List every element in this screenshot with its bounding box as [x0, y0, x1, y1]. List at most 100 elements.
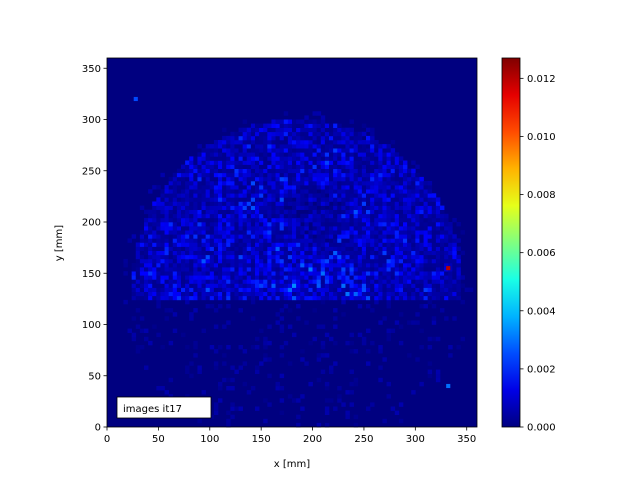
heatmap-cell: [292, 254, 297, 260]
heatmap-cell: [287, 222, 293, 227]
heatmap-cell: [242, 381, 248, 387]
heatmap-cell: [316, 271, 322, 276]
heatmap-cell: [333, 181, 338, 186]
heatmap-cell: [329, 176, 334, 182]
heatmap-cell: [156, 263, 161, 268]
heatmap-cell: [382, 418, 387, 424]
heatmap-cell: [222, 291, 227, 297]
heatmap-cell: [411, 234, 416, 239]
heatmap-cell: [386, 287, 391, 292]
heatmap-cell: [267, 185, 272, 190]
heatmap-cell: [156, 213, 161, 219]
heatmap-cell: [267, 201, 272, 206]
heatmap-cell: [296, 197, 301, 202]
heatmap-cell: [176, 279, 182, 284]
heatmap-cell: [275, 271, 280, 276]
heatmap-cell: [419, 201, 424, 206]
heatmap-cell: [205, 295, 211, 301]
heatmap-cell: [435, 271, 441, 276]
heatmap-cell: [189, 205, 194, 210]
heatmap-cell: [189, 287, 194, 292]
heatmap-cell: [333, 250, 338, 256]
heatmap-cell: [403, 275, 408, 280]
heatmap-cell: [366, 226, 371, 231]
heatmap-cell: [292, 209, 297, 215]
heatmap-cell: [164, 189, 169, 194]
heatmap-cell: [300, 189, 305, 194]
heatmap-cell: [185, 345, 190, 350]
heatmap-cell: [279, 201, 285, 206]
heatmap-cell: [304, 238, 309, 243]
heatmap-cell: [259, 287, 264, 292]
heatmap-cell: [185, 291, 190, 297]
heatmap-cell: [341, 267, 346, 272]
heatmap-cell: [255, 168, 260, 174]
heatmap-cell: [222, 295, 227, 301]
heatmap-cell: [296, 267, 301, 272]
heatmap-cell: [218, 140, 223, 145]
heatmap-cell: [246, 250, 252, 256]
heatmap-cell: [370, 217, 375, 223]
heatmap-cell: [316, 181, 322, 186]
heatmap-cell: [275, 242, 280, 247]
heatmap-cell: [308, 127, 313, 133]
heatmap-cell: [201, 197, 206, 202]
heatmap-cell: [337, 258, 342, 264]
heatmap-cell: [304, 205, 309, 210]
heatmap-cell: [320, 275, 326, 280]
heatmap-cell: [378, 189, 383, 194]
heatmap-cell: [283, 172, 289, 178]
heatmap-cell: [181, 172, 186, 178]
heatmap-cell: [312, 123, 317, 128]
heatmap-cell: [435, 209, 441, 215]
heatmap-cell: [197, 209, 202, 215]
heatmap-cell: [370, 131, 375, 137]
heatmap-cell: [370, 250, 375, 256]
heatmap-cell: [320, 152, 326, 157]
heatmap-cell: [329, 127, 334, 133]
heatmap-cell: [222, 201, 227, 206]
heatmap-cell: [324, 160, 330, 165]
heatmap-cell: [382, 164, 387, 169]
heatmap-cell: [292, 164, 297, 169]
heatmap-cell: [316, 422, 322, 428]
heatmap-cell: [320, 193, 326, 198]
heatmap-cell: [353, 181, 359, 186]
heatmap-cell: [230, 287, 235, 292]
heatmap-cell: [460, 336, 465, 342]
heatmap-cell: [440, 295, 445, 301]
heatmap-cell: [386, 168, 391, 174]
heatmap-cell: [279, 160, 285, 165]
heatmap-cell: [172, 295, 178, 301]
y-tick-label: 300: [82, 115, 101, 126]
heatmap-cell: [300, 263, 305, 268]
heatmap-cell: [386, 394, 391, 399]
heatmap-cell: [226, 135, 231, 141]
heatmap-cell: [230, 201, 235, 206]
heatmap-cell: [324, 156, 330, 161]
heatmap-cell: [444, 271, 449, 276]
heatmap-cell: [279, 156, 285, 161]
heatmap-cell: [255, 283, 260, 288]
heatmap-cell: [242, 160, 248, 165]
heatmap-cell: [242, 205, 248, 210]
heatmap-cell: [189, 230, 194, 235]
heatmap-cell: [242, 222, 248, 227]
heatmap-cell: [156, 283, 161, 288]
heatmap-cell: [250, 254, 256, 260]
heatmap-cell: [213, 181, 219, 186]
heatmap-cell: [185, 168, 190, 174]
heatmap-cell: [185, 181, 190, 186]
heatmap-cell: [234, 144, 239, 149]
heatmap-cell: [448, 242, 453, 247]
heatmap-cell: [181, 193, 186, 198]
heatmap-cell: [255, 123, 260, 128]
heatmap-cell: [255, 287, 260, 292]
heatmap-cell: [259, 168, 264, 174]
heatmap-cell: [337, 181, 342, 186]
heatmap-cell: [411, 287, 416, 292]
heatmap-cell: [164, 271, 169, 276]
heatmap-cell: [218, 386, 223, 391]
heatmap-cell: [267, 160, 272, 165]
heatmap-cell: [349, 250, 354, 256]
